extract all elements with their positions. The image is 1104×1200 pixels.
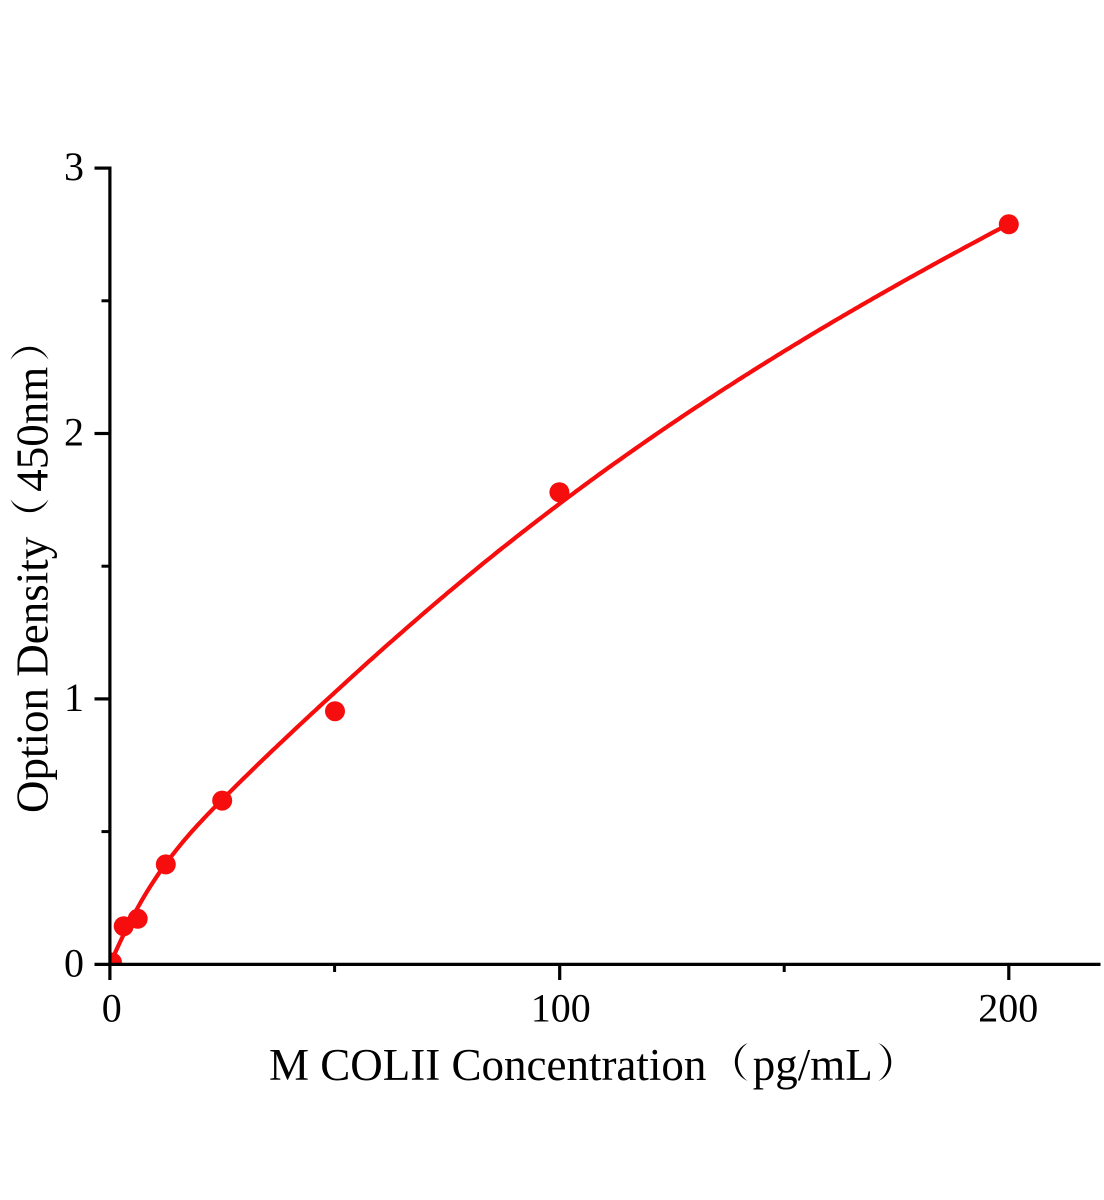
svg-text:0: 0 <box>64 940 84 985</box>
svg-text:200: 200 <box>978 986 1038 1031</box>
svg-text:100: 100 <box>531 986 591 1031</box>
svg-text:pg/mL: pg/mL <box>753 1040 873 1090</box>
svg-text:450nm: 450nm <box>8 367 58 492</box>
svg-text:0: 0 <box>102 986 122 1031</box>
svg-text:1: 1 <box>64 675 84 720</box>
svg-text:M COLII Concentration: M COLII Concentration <box>269 1040 706 1090</box>
svg-text:2: 2 <box>64 410 84 455</box>
svg-text:3: 3 <box>64 144 84 189</box>
svg-text:Option Density: Option Density <box>8 536 58 813</box>
